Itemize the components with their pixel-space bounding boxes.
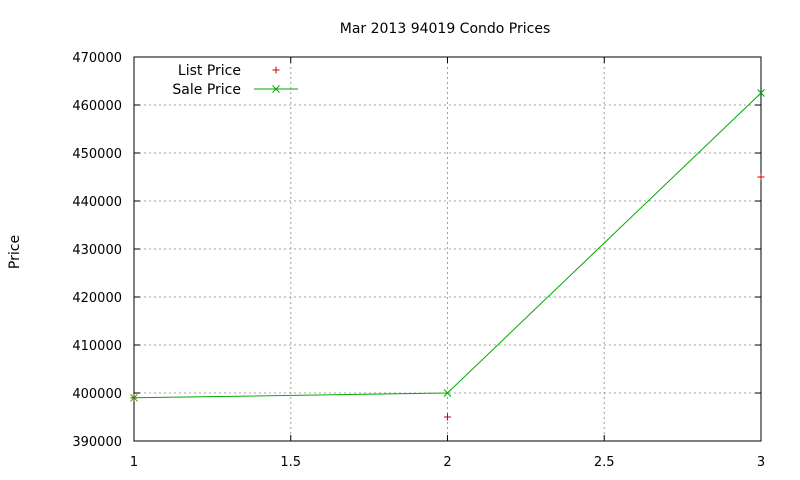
x-tick-label: 1	[130, 455, 138, 470]
legend-label: List Price	[178, 63, 241, 79]
legend: List Price Sale Price	[172, 63, 298, 98]
x-tick-label: 2.5	[594, 455, 615, 470]
series-layer	[130, 89, 765, 421]
y-tick-label: 420000	[72, 291, 122, 306]
y-tick-label: 450000	[72, 147, 122, 162]
tick-labels: 1 1.5 2 2.5 3 390000 400000 410000 420000 430000 4…	[72, 51, 765, 470]
y-tick-label: 400000	[72, 387, 122, 402]
sale-price-point	[130, 393, 138, 402]
grid-lines	[134, 57, 761, 441]
y-tick-label: 390000	[72, 435, 122, 450]
sale-price-point	[443, 389, 452, 397]
y-tick-label: 440000	[72, 195, 122, 210]
legend-label: Sale Price	[172, 82, 241, 98]
sale-price-point	[757, 89, 765, 97]
x-tick-label: 1.5	[280, 455, 301, 470]
plot-frame	[133, 56, 762, 442]
y-tick-label: 430000	[72, 243, 122, 258]
x-tick-label: 2	[443, 455, 451, 470]
y-tick-label: 460000	[72, 99, 122, 114]
chart-title: Mar 2013 94019 Condo Prices	[340, 21, 551, 37]
y-tick-label: 470000	[72, 51, 122, 66]
x-tick-label: 3	[757, 455, 765, 470]
sale-price-series	[130, 89, 765, 402]
y-axis-label: Price	[7, 235, 23, 269]
y-tick-label: 410000	[72, 339, 122, 354]
sale-price-point	[272, 85, 280, 93]
